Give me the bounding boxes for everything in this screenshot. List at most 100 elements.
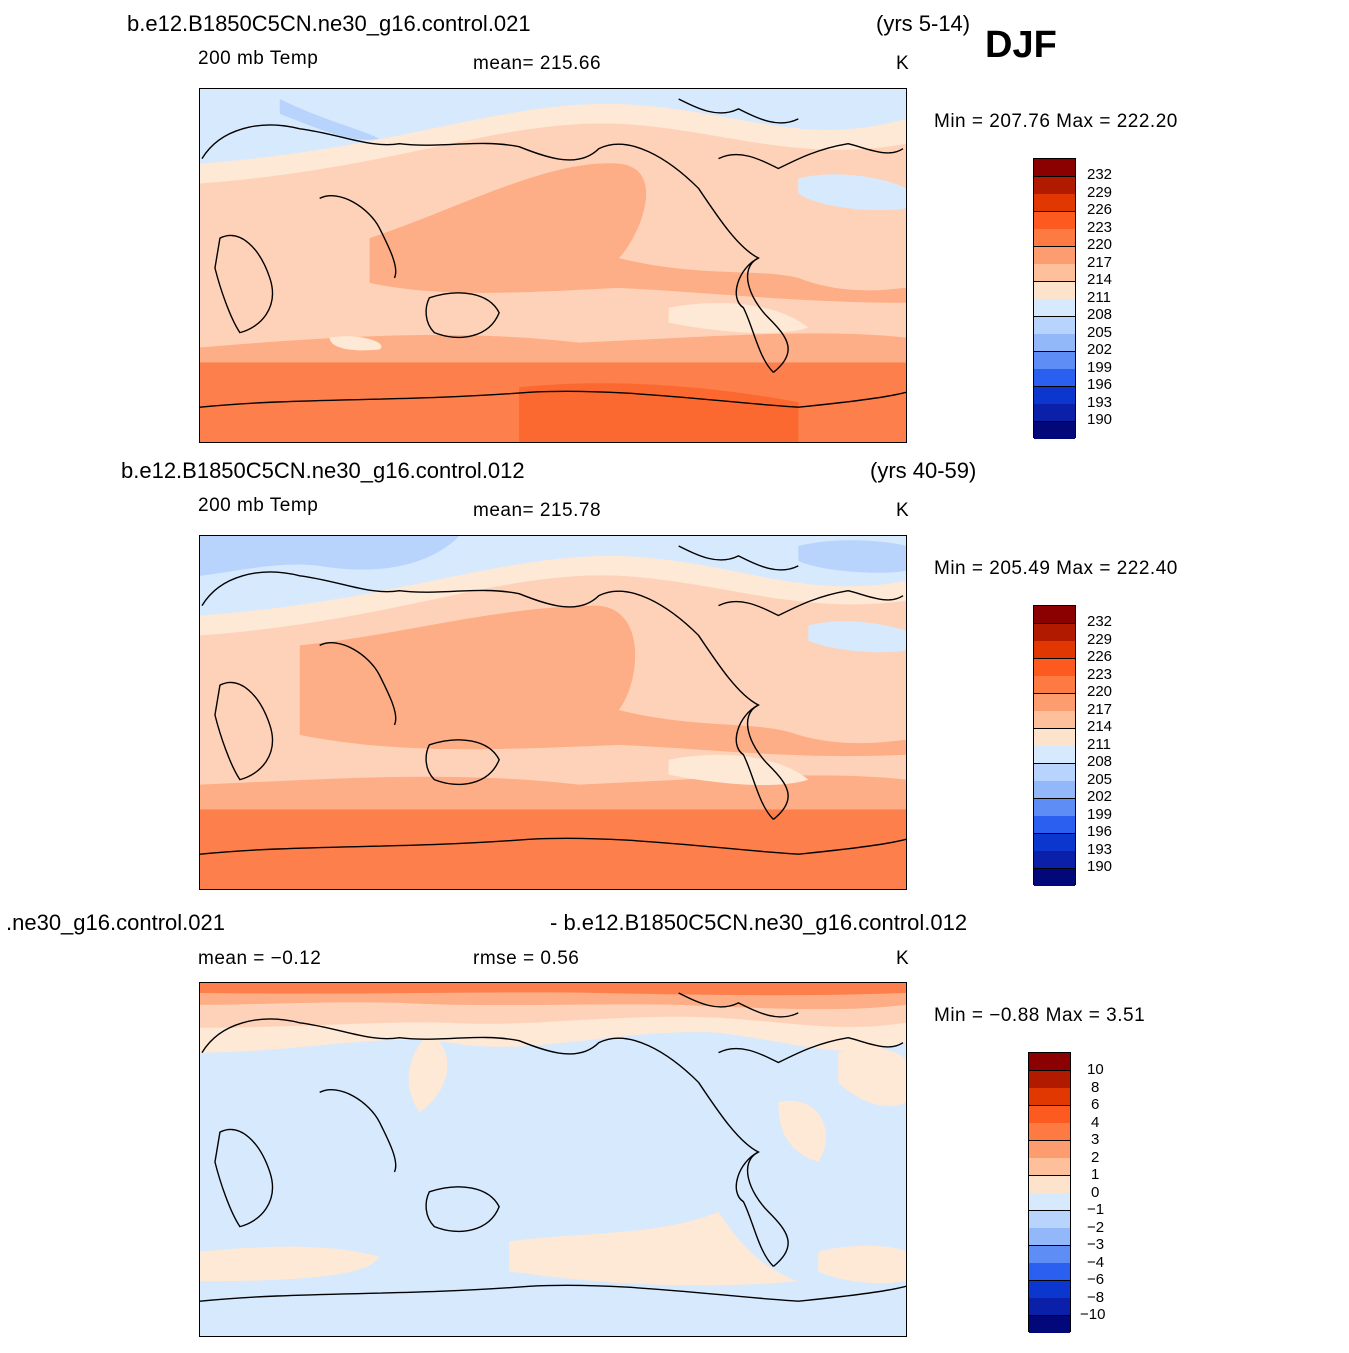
panel1-years: (yrs 5-14) <box>876 11 971 36</box>
panel1-map <box>199 88 907 443</box>
panel3-colorbar-swatch <box>1029 1053 1070 1071</box>
panel1-colorbar-swatch <box>1034 246 1075 265</box>
panel1-colorbar-swatch <box>1034 316 1075 335</box>
panel1-colorbar-swatch <box>1034 351 1075 370</box>
panel2-colorbar-swatch <box>1034 746 1075 764</box>
panel3-colorbar-swatch <box>1029 1263 1070 1281</box>
panel1-colorbar-swatch <box>1034 404 1075 422</box>
panel2-case-name: b.e12.B1850C5CN.ne30_g16.control.012 <box>121 458 525 483</box>
panel2-colorbar-swatch <box>1034 851 1075 869</box>
panel1-colorbar-swatch <box>1034 386 1075 405</box>
panel2-colorbar-swatch <box>1034 816 1075 834</box>
panel2-colorbar-swatch <box>1034 606 1075 624</box>
panel2-tick-label: 190 <box>1087 858 1113 875</box>
panel1-colorbar <box>1033 158 1076 439</box>
panel3-colorbar-swatch <box>1029 1158 1070 1176</box>
panel3-mean: mean = −0.12 <box>198 948 322 969</box>
panel2-tick-label: 193 <box>1087 841 1113 858</box>
panel3-contour-field <box>200 983 906 1336</box>
panel2-colorbar-swatch <box>1034 781 1075 799</box>
panel3-colorbar-swatch <box>1029 1280 1070 1299</box>
panel2-tick-label: 211 <box>1087 736 1111 753</box>
panel3-tick-label: −10 <box>1080 1306 1106 1323</box>
panel1-colorbar-swatch <box>1034 281 1075 300</box>
panel1-variable: 200 mb Temp <box>198 48 319 69</box>
panel2-years: (yrs 40-59) <box>870 458 977 483</box>
panel1-colorbar-swatch <box>1034 421 1075 439</box>
panel1-tick-label: 202 <box>1087 341 1113 358</box>
panel3-colorbar-swatch <box>1029 1175 1070 1194</box>
panel1-tick-label: 190 <box>1087 411 1113 428</box>
panel3-case-right: - b.e12.B1850C5CN.ne30_g16.control.012 <box>550 910 968 935</box>
panel3-colorbar-swatch <box>1029 1123 1070 1141</box>
panel2-minmax: Min = 205.49 Max = 222.40 <box>934 558 1178 579</box>
panel3-tick-label: 6 <box>1091 1096 1100 1113</box>
panel2-tick-label: 232 <box>1087 613 1113 630</box>
panel2-tick-label: 220 <box>1087 683 1113 700</box>
panel3-colorbar-swatch <box>1029 1088 1070 1106</box>
panel2-colorbar-swatch <box>1034 798 1075 817</box>
panel3-units: K <box>896 948 910 969</box>
panel2-contour-field <box>200 536 906 889</box>
panel3-tick-label: 3 <box>1091 1131 1100 1148</box>
panel2-colorbar-swatch <box>1034 641 1075 659</box>
panel1-case-name: b.e12.B1850C5CN.ne30_g16.control.021 <box>127 11 531 36</box>
panel1-tick-label: 199 <box>1087 359 1113 376</box>
panel3-colorbar-swatch <box>1029 1140 1070 1159</box>
panel1-colorbar-swatch <box>1034 211 1075 230</box>
panel3-rmse: rmse = 0.56 <box>473 948 580 969</box>
panel1-colorbar-swatch <box>1034 229 1075 247</box>
panel1-colorbar-swatch <box>1034 334 1075 352</box>
panel2-tick-label: 199 <box>1087 806 1113 823</box>
panel1-mean: mean= 215.66 <box>473 53 602 74</box>
panel3-colorbar-swatch <box>1029 1193 1070 1211</box>
panel3-colorbar-swatch <box>1029 1070 1070 1089</box>
panel1-colorbar-swatch <box>1034 176 1075 195</box>
panel2-tick-label: 229 <box>1087 631 1113 648</box>
panel3-tick-label: 10 <box>1087 1061 1104 1078</box>
panel3-tick-label: −3 <box>1087 1236 1105 1253</box>
panel3-tick-label: −1 <box>1087 1201 1105 1218</box>
panel1-units: K <box>896 53 910 74</box>
panel2-tick-label: 205 <box>1087 771 1113 788</box>
panel2-map <box>199 535 907 890</box>
panel2-units: K <box>896 500 910 521</box>
panel3-colorbar-swatch <box>1029 1315 1070 1333</box>
panel2-colorbar-swatch <box>1034 833 1075 852</box>
panel3-tick-label: 1 <box>1091 1166 1100 1183</box>
panel3-tick-label: −8 <box>1087 1289 1105 1306</box>
panel2-colorbar-swatch <box>1034 711 1075 729</box>
panel2-tick-label: 196 <box>1087 823 1113 840</box>
panel1-minmax: Min = 207.76 Max = 222.20 <box>934 111 1178 132</box>
panel1-tick-label: 205 <box>1087 324 1113 341</box>
panel3-tick-label: 0 <box>1091 1184 1100 1201</box>
panel1-tick-label: 232 <box>1087 166 1113 183</box>
panel3-minmax: Min = −0.88 Max = 3.51 <box>934 1005 1146 1026</box>
panel2-tick-label: 208 <box>1087 753 1113 770</box>
panel1-colorbar-swatch <box>1034 159 1075 177</box>
panel3-tick-label: 8 <box>1091 1079 1100 1096</box>
panel3-colorbar-swatch <box>1029 1210 1070 1229</box>
panel3-tick-label: −4 <box>1087 1254 1105 1271</box>
panel3-colorbar <box>1028 1052 1071 1333</box>
panel1-tick-label: 193 <box>1087 394 1113 411</box>
panel3-colorbar-swatch <box>1029 1245 1070 1264</box>
panel2-tick-label: 223 <box>1087 666 1113 683</box>
panel1-colorbar-swatch <box>1034 299 1075 317</box>
panel2-colorbar <box>1033 605 1076 886</box>
panel1-colorbar-swatch <box>1034 264 1075 282</box>
panel2-tick-label: 214 <box>1087 718 1113 735</box>
panel1-tick-label: 208 <box>1087 306 1113 323</box>
panel2-tick-label: 217 <box>1087 701 1113 718</box>
panel3-tick-label: −2 <box>1087 1219 1105 1236</box>
panel1-tick-label: 226 <box>1087 201 1113 218</box>
panel2-tick-label: 202 <box>1087 788 1113 805</box>
panel2-colorbar-swatch <box>1034 623 1075 642</box>
panel1-tick-label: 211 <box>1087 289 1111 306</box>
panel3-tick-label: 4 <box>1091 1114 1100 1131</box>
panel2-colorbar-swatch <box>1034 868 1075 886</box>
panel3-map <box>199 982 907 1337</box>
season-label: DJF <box>985 24 1057 66</box>
panel2-colorbar-swatch <box>1034 693 1075 712</box>
panel2-variable: 200 mb Temp <box>198 495 319 516</box>
